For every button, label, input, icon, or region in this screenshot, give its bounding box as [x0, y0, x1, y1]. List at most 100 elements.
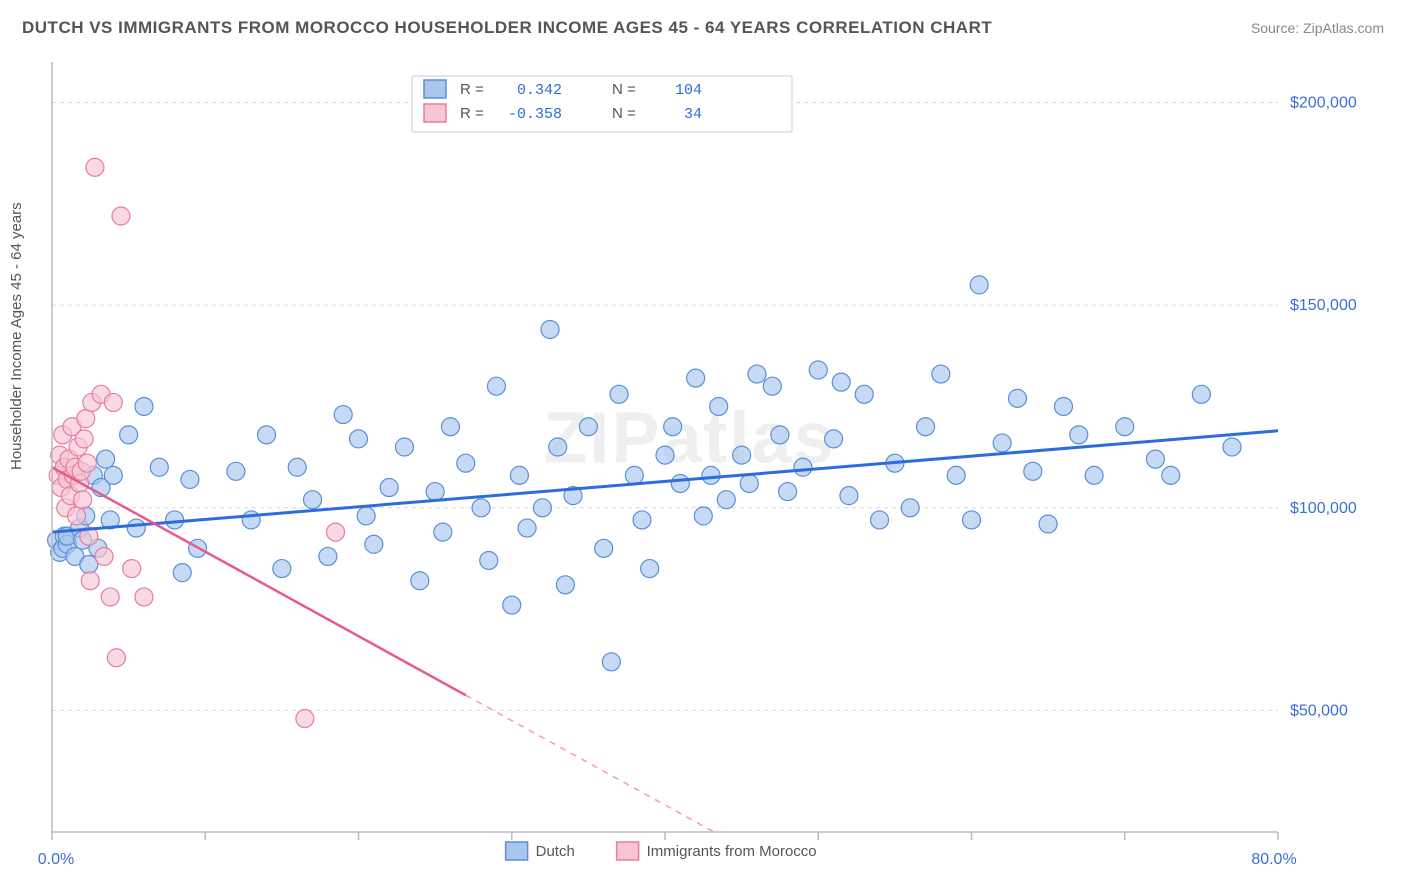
legend-swatch — [617, 842, 639, 860]
data-point — [503, 596, 521, 614]
data-point — [794, 458, 812, 476]
data-point — [123, 560, 141, 578]
data-point — [327, 523, 345, 541]
data-point — [334, 406, 352, 424]
data-point — [947, 466, 965, 484]
data-point — [350, 430, 368, 448]
svg-text:N =: N = — [612, 81, 636, 98]
data-point — [717, 491, 735, 509]
data-point — [641, 560, 659, 578]
data-point — [633, 511, 651, 529]
data-point — [1162, 466, 1180, 484]
svg-text:R =: R = — [460, 81, 484, 98]
data-point — [127, 519, 145, 537]
data-point — [135, 588, 153, 606]
data-point — [671, 474, 689, 492]
data-point — [487, 377, 505, 395]
data-point — [457, 454, 475, 472]
data-point — [541, 320, 559, 338]
svg-text:$50,000: $50,000 — [1290, 702, 1348, 719]
data-point — [480, 551, 498, 569]
data-point — [518, 519, 536, 537]
data-point — [602, 653, 620, 671]
data-point — [258, 426, 276, 444]
svg-text:$200,000: $200,000 — [1290, 95, 1357, 112]
data-point — [610, 385, 628, 403]
data-point — [81, 572, 99, 590]
data-point — [86, 158, 104, 176]
data-point — [702, 466, 720, 484]
data-point — [77, 410, 95, 428]
data-point — [104, 466, 122, 484]
data-point — [1008, 389, 1026, 407]
data-point — [472, 499, 490, 517]
data-point — [825, 430, 843, 448]
data-point — [357, 507, 375, 525]
data-point — [1039, 515, 1057, 533]
data-point — [426, 483, 444, 501]
legend-label: Dutch — [536, 843, 575, 860]
legend-swatch — [506, 842, 528, 860]
data-point — [181, 470, 199, 488]
svg-text:34: 34 — [684, 106, 702, 123]
data-point — [656, 446, 674, 464]
data-point — [963, 511, 981, 529]
data-point — [1024, 462, 1042, 480]
data-point — [411, 572, 429, 590]
svg-text:$100,000: $100,000 — [1290, 500, 1357, 517]
chart-title: DUTCH VS IMMIGRANTS FROM MOROCCO HOUSEHO… — [22, 18, 992, 38]
data-point — [740, 474, 758, 492]
header: DUTCH VS IMMIGRANTS FROM MOROCCO HOUSEHO… — [22, 18, 1384, 38]
data-point — [771, 426, 789, 444]
data-point — [296, 710, 314, 728]
data-point — [694, 507, 712, 525]
data-point — [434, 523, 452, 541]
data-point — [288, 458, 306, 476]
data-point — [95, 547, 113, 565]
data-point — [68, 507, 86, 525]
source-name[interactable]: ZipAtlas.com — [1303, 20, 1384, 36]
data-point — [107, 649, 125, 667]
data-point — [993, 434, 1011, 452]
legend-label: Immigrants from Morocco — [647, 843, 817, 860]
data-point — [664, 418, 682, 436]
data-point — [380, 479, 398, 497]
data-point — [112, 207, 130, 225]
data-point — [687, 369, 705, 387]
data-point — [970, 276, 988, 294]
data-point — [1054, 397, 1072, 415]
scatter-chart: $50,000$100,000$150,000$200,000ZIPatlas0… — [0, 50, 1406, 892]
data-point — [441, 418, 459, 436]
data-point — [832, 373, 850, 391]
data-point — [304, 491, 322, 509]
legend-swatch — [424, 80, 446, 98]
svg-text:80.0%: 80.0% — [1251, 851, 1296, 868]
data-point — [150, 458, 168, 476]
data-point — [1070, 426, 1088, 444]
data-point — [104, 393, 122, 411]
data-point — [75, 430, 93, 448]
data-point — [1146, 450, 1164, 468]
data-point — [365, 535, 383, 553]
svg-text:N =: N = — [612, 105, 636, 122]
data-point — [901, 499, 919, 517]
data-point — [101, 588, 119, 606]
data-point — [579, 418, 597, 436]
data-point — [840, 487, 858, 505]
y-axis-label: Householder Income Ages 45 - 64 years — [8, 202, 25, 470]
data-point — [135, 397, 153, 415]
data-point — [556, 576, 574, 594]
data-point — [1192, 385, 1210, 403]
svg-text:0.0%: 0.0% — [38, 851, 74, 868]
chart-area: Householder Income Ages 45 - 64 years $5… — [0, 50, 1406, 892]
data-point — [166, 511, 184, 529]
data-point — [74, 491, 92, 509]
data-point — [871, 511, 889, 529]
legend-swatch — [424, 104, 446, 122]
data-point — [733, 446, 751, 464]
data-point — [273, 560, 291, 578]
data-point — [78, 454, 96, 472]
data-point — [1085, 466, 1103, 484]
data-point — [319, 547, 337, 565]
data-point — [395, 438, 413, 456]
